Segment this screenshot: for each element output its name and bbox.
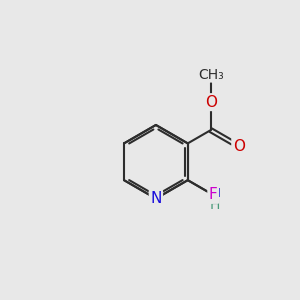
Text: CH₃: CH₃	[198, 68, 224, 82]
Text: O: O	[233, 139, 245, 154]
Text: O: O	[205, 95, 217, 110]
Text: F: F	[209, 188, 218, 202]
Text: H: H	[210, 198, 220, 212]
Text: N: N	[150, 191, 162, 206]
Text: N: N	[209, 188, 221, 203]
